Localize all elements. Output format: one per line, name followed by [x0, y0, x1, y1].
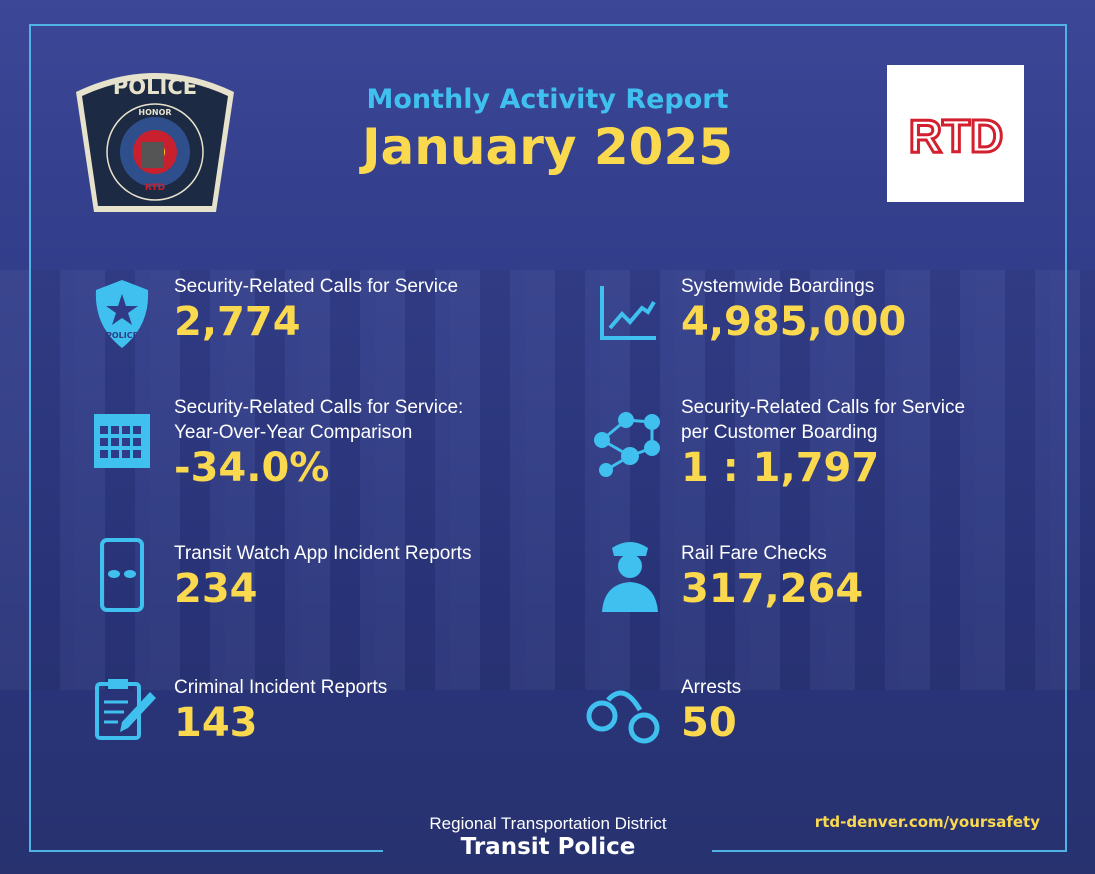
rtd-logo: RTD — [887, 65, 1024, 202]
stat-calls-for-service: Security-Related Calls for Service 2,774 — [174, 274, 458, 345]
calendar-icon — [94, 414, 150, 468]
line-chart-icon — [600, 286, 656, 340]
svg-text:HONOR: HONOR — [138, 108, 171, 117]
stat-criminal-incident-reports: Criminal Incident Reports 143 — [174, 675, 387, 746]
stat-value: 143 — [174, 700, 258, 746]
stat-arrests: Arrests 50 — [681, 675, 741, 746]
footer-unit: Transit Police — [460, 834, 636, 860]
stat-value: 4,985,000 — [681, 299, 907, 345]
footer-org: Regional Transportation District — [429, 814, 667, 833]
officer-icon — [602, 542, 658, 612]
stat-yoy-comparison: Security-Related Calls for Service: Year… — [174, 395, 463, 491]
stat-transit-watch-reports: Transit Watch App Incident Reports 234 — [174, 541, 471, 612]
network-icon — [594, 412, 660, 477]
stat-label: Rail Fare Checks — [681, 543, 827, 564]
rtd-logo-text: RTD — [908, 110, 1003, 158]
frame-border — [29, 24, 1067, 851]
police-badge-icon: POLICE — [95, 280, 149, 348]
stat-label: Arrests — [681, 677, 742, 698]
svg-text:POLICE: POLICE — [113, 75, 197, 99]
stat-label: Security-Related Calls for Service — [681, 397, 966, 418]
stat-label: Security-Related Calls for Service: — [174, 397, 464, 418]
clipboard-icon — [95, 679, 156, 740]
handcuffs-icon — [586, 690, 660, 744]
footer-url-link[interactable]: rtd-denver.com/yoursafety — [814, 813, 1040, 831]
stat-label: Security-Related Calls for Service — [174, 276, 459, 297]
stat-value: 234 — [174, 566, 258, 612]
stat-calls-per-boarding: Security-Related Calls for Service per C… — [681, 395, 965, 491]
phone-eyes-icon — [100, 538, 144, 612]
frame-bottom-right — [712, 850, 1067, 852]
stat-systemwide-boardings: Systemwide Boardings 4,985,000 — [681, 274, 906, 345]
police-badge-logo: POLICE HONOR RTD — [76, 73, 234, 212]
stat-rail-fare-checks: Rail Fare Checks 317,264 — [681, 541, 863, 612]
svg-text:POLICE: POLICE — [106, 331, 138, 340]
stat-value: 317,264 — [681, 566, 864, 612]
report-title: January 2025 — [361, 118, 734, 176]
stat-label: Transit Watch App Incident Reports — [174, 543, 472, 564]
stat-value: -34.0% — [174, 445, 330, 491]
stat-label-line2: Year-Over-Year Comparison — [174, 422, 413, 443]
svg-text:RTD: RTD — [145, 183, 165, 193]
stat-label-line2: per Customer Boarding — [681, 422, 878, 443]
stat-label: Systemwide Boardings — [681, 276, 875, 297]
stat-label: Criminal Incident Reports — [174, 677, 388, 698]
report-subtitle: Monthly Activity Report — [366, 84, 729, 115]
stat-value: 2,774 — [174, 299, 301, 345]
stat-value: 1 : 1,797 — [681, 445, 880, 491]
frame-bottom-left — [29, 850, 383, 852]
stat-value: 50 — [681, 700, 737, 746]
